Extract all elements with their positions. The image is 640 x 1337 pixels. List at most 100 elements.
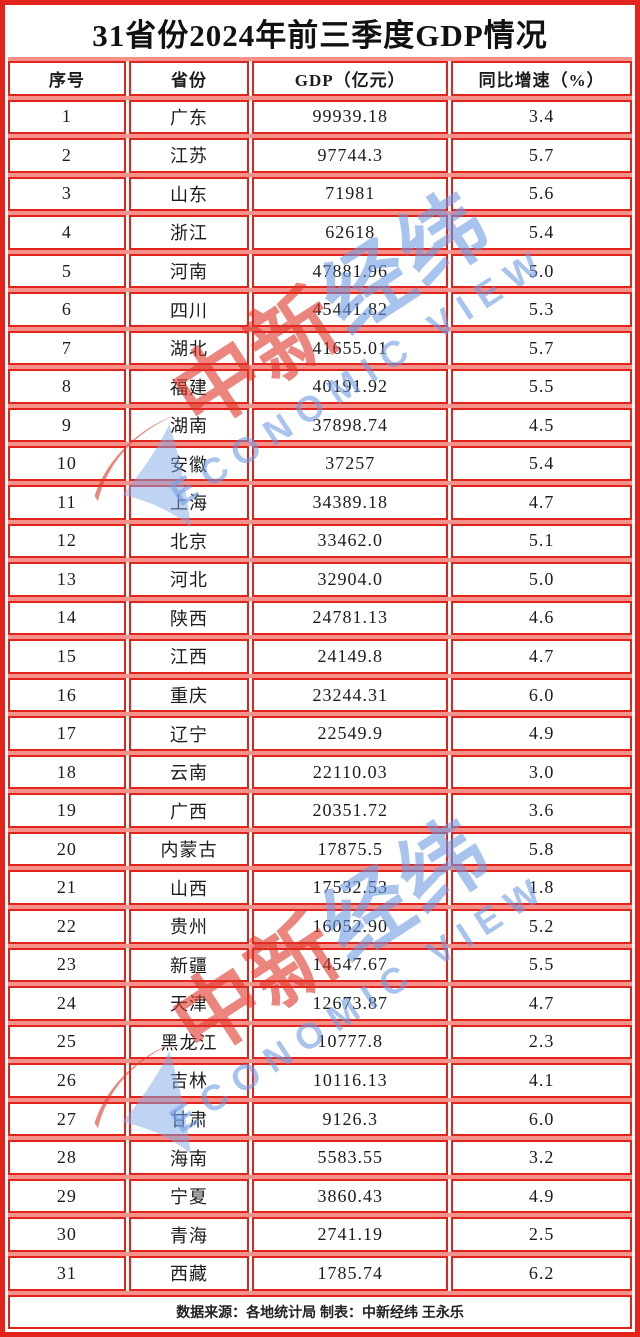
cell-rank: 20 — [8, 831, 126, 867]
cell-gdp: 23244.31 — [252, 677, 449, 713]
header-cell-rank: 序号 — [8, 61, 126, 96]
cell-province: 河北 — [128, 562, 250, 597]
page-title: 31省份2024年前三季度GDP情况 — [92, 18, 548, 53]
cell-gdp: 9126.3 — [252, 1101, 449, 1137]
cell-rank: 30 — [8, 1217, 126, 1252]
cell-gdp: 10116.13 — [252, 1063, 449, 1098]
cell-rank: 28 — [8, 1140, 126, 1175]
table-row: 9 湖南 37898.74 4.5 — [8, 407, 632, 443]
table-row: 11 上海 34389.18 4.7 — [8, 485, 632, 520]
cell-province: 吉林 — [128, 1063, 250, 1098]
header-cell-gdp: GDP（亿元） — [252, 61, 449, 96]
cell-growth: 6.0 — [451, 677, 632, 713]
cell-growth: 4.9 — [451, 716, 632, 751]
table-row: 30 青海 2741.19 2.5 — [8, 1217, 632, 1252]
header-cell-growth: 同比增速（%） — [451, 61, 632, 96]
table-row: 10 安徽 37257 5.4 — [8, 446, 632, 482]
cell-province: 四川 — [128, 292, 250, 327]
cell-gdp: 47881.96 — [252, 253, 449, 289]
cell-growth: 4.7 — [451, 485, 632, 520]
cell-rank: 10 — [8, 446, 126, 482]
cell-province: 西藏 — [128, 1255, 250, 1291]
cell-gdp: 99939.18 — [252, 99, 449, 135]
cell-province: 内蒙古 — [128, 831, 250, 867]
cell-rank: 2 — [8, 138, 126, 173]
table-row: 15 江西 24149.8 4.7 — [8, 639, 632, 674]
cell-growth: 4.1 — [451, 1063, 632, 1098]
cell-rank: 27 — [8, 1101, 126, 1137]
header-row: 序号 省份 GDP（亿元） 同比增速（%） — [8, 61, 632, 96]
table-row: 24 天津 12673.87 4.7 — [8, 986, 632, 1021]
cell-rank: 1 — [8, 99, 126, 135]
cell-growth: 6.0 — [451, 1101, 632, 1137]
table-row: 25 黑龙江 10777.8 2.3 — [8, 1024, 632, 1060]
cell-gdp: 37257 — [252, 446, 449, 482]
cell-gdp: 17875.5 — [252, 831, 449, 867]
cell-rank: 8 — [8, 369, 126, 404]
cell-province: 甘肃 — [128, 1101, 250, 1137]
cell-gdp: 12673.87 — [252, 986, 449, 1021]
cell-gdp: 17532.53 — [252, 870, 449, 906]
cell-growth: 5.5 — [451, 369, 632, 404]
cell-gdp: 24149.8 — [252, 639, 449, 674]
cell-rank: 22 — [8, 909, 126, 944]
table-row: 2 江苏 97744.3 5.7 — [8, 138, 632, 173]
table-row: 22 贵州 16052.90 5.2 — [8, 909, 632, 944]
cell-province: 安徽 — [128, 446, 250, 482]
cell-growth: 3.0 — [451, 754, 632, 790]
table-row: 6 四川 45441.82 5.3 — [8, 292, 632, 327]
cell-growth: 4.7 — [451, 639, 632, 674]
cell-province: 青海 — [128, 1217, 250, 1252]
cell-gdp: 2741.19 — [252, 1217, 449, 1252]
cell-growth: 5.4 — [451, 215, 632, 250]
cell-growth: 4.7 — [451, 986, 632, 1021]
cell-province: 宁夏 — [128, 1178, 250, 1214]
table-row: 21 山西 17532.53 1.8 — [8, 870, 632, 906]
table-row: 4 浙江 62618 5.4 — [8, 215, 632, 250]
cell-gdp: 16052.90 — [252, 909, 449, 944]
cell-rank: 15 — [8, 639, 126, 674]
cell-growth: 3.6 — [451, 793, 632, 828]
cell-province: 江西 — [128, 639, 250, 674]
cell-province: 云南 — [128, 754, 250, 790]
cell-rank: 25 — [8, 1024, 126, 1060]
cell-gdp: 71981 — [252, 176, 449, 212]
cell-rank: 19 — [8, 793, 126, 828]
cell-growth: 5.0 — [451, 562, 632, 597]
cell-rank: 4 — [8, 215, 126, 250]
table-row: 12 北京 33462.0 5.1 — [8, 523, 632, 559]
cell-gdp: 32904.0 — [252, 562, 449, 597]
cell-growth: 3.2 — [451, 1140, 632, 1175]
cell-growth: 4.6 — [451, 600, 632, 636]
cell-gdp: 22110.03 — [252, 754, 449, 790]
cell-province: 山东 — [128, 176, 250, 212]
cell-growth: 5.7 — [451, 138, 632, 173]
cell-rank: 6 — [8, 292, 126, 327]
table-row: 27 甘肃 9126.3 6.0 — [8, 1101, 632, 1137]
cell-province: 天津 — [128, 986, 250, 1021]
cell-gdp: 20351.72 — [252, 793, 449, 828]
table-row: 7 湖北 41655.01 5.7 — [8, 330, 632, 366]
cell-rank: 12 — [8, 523, 126, 559]
table-row: 31 西藏 1785.74 6.2 — [8, 1255, 632, 1291]
cell-rank: 7 — [8, 330, 126, 366]
cell-province: 河南 — [128, 253, 250, 289]
cell-growth: 5.4 — [451, 446, 632, 482]
table-row: 20 内蒙古 17875.5 5.8 — [8, 831, 632, 867]
cell-province: 贵州 — [128, 909, 250, 944]
cell-province: 山西 — [128, 870, 250, 906]
cell-growth: 5.5 — [451, 947, 632, 983]
table-row: 14 陕西 24781.13 4.6 — [8, 600, 632, 636]
cell-rank: 5 — [8, 253, 126, 289]
cell-rank: 13 — [8, 562, 126, 597]
cell-gdp: 10777.8 — [252, 1024, 449, 1060]
cell-gdp: 62618 — [252, 215, 449, 250]
cell-gdp: 40191.92 — [252, 369, 449, 404]
cell-growth: 5.0 — [451, 253, 632, 289]
cell-gdp: 34389.18 — [252, 485, 449, 520]
cell-province: 新疆 — [128, 947, 250, 983]
cell-growth: 6.2 — [451, 1255, 632, 1291]
table-row: 8 福建 40191.92 5.5 — [8, 369, 632, 404]
table-row: 18 云南 22110.03 3.0 — [8, 754, 632, 790]
